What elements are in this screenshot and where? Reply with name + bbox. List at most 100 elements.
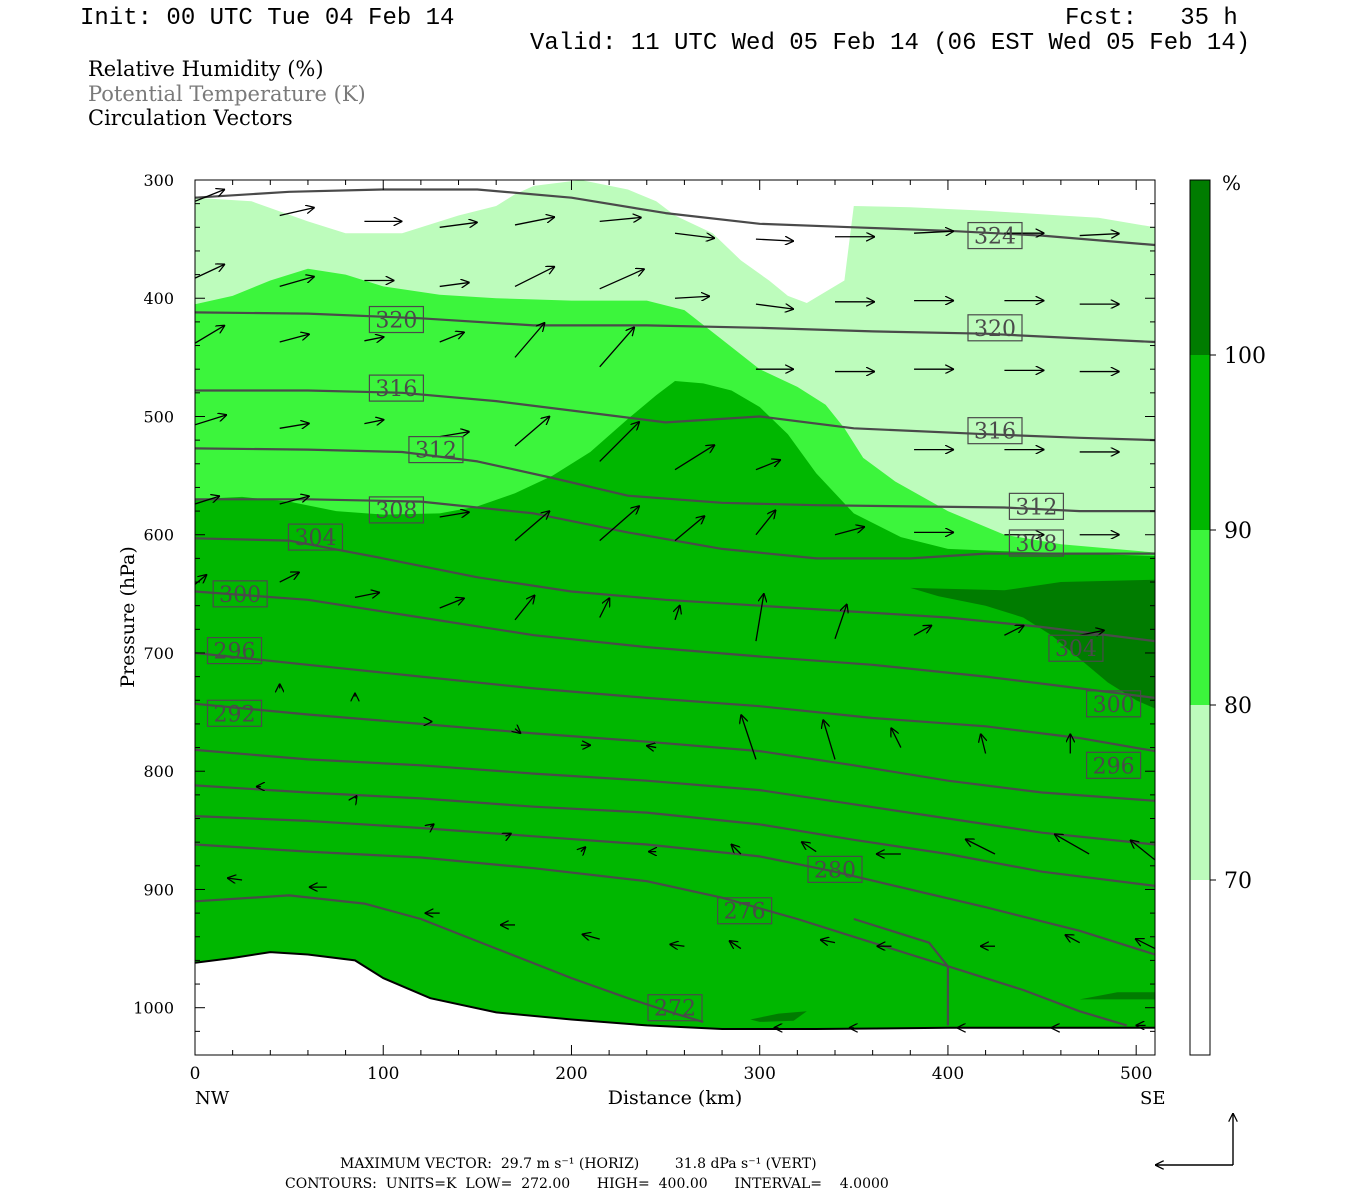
x-tick-label: 300 [743,1064,775,1084]
contour-label-292: 292 [214,702,256,727]
circulation-vector [599,598,610,618]
x-end-label-left: NW [195,1088,230,1109]
contour-label-box [967,314,1023,342]
theta-contours [195,188,1155,1027]
circulation-vector [1004,625,1024,636]
contour-label-box [368,374,425,402]
contour-label-box [717,897,773,925]
contour-label-box [206,699,263,727]
circulation-vector [599,327,635,368]
circulation-vector [227,878,243,880]
contour-label-276: 276 [724,900,766,925]
contour-label-box [1085,690,1142,718]
circulation-vector [506,833,512,836]
circulation-vector [1130,840,1155,861]
contour-label-box [368,496,425,524]
contour-label-312: 312 [415,439,457,464]
colorbar-unit: % [1222,171,1241,195]
theta-contour-316-2 [195,389,1155,442]
circulation-vector [514,322,545,358]
contour-label-300: 300 [1093,693,1135,718]
circulation-vector [195,415,227,426]
y-tick-label: 600 [143,526,174,545]
contour-label-312: 312 [1015,495,1057,520]
contour-label-304: 304 [294,526,336,551]
circulation-vector [674,296,710,298]
theta-contour-292-8 [195,702,1155,802]
y-tick-label: 900 [143,880,174,899]
contour-label-box [368,305,425,334]
contour-label-box [1048,634,1104,662]
contour-label-320: 320 [375,309,417,334]
circulation-vector [675,605,680,621]
axes: 300 400 500 600 700 800 900 1000 0 100 200 300 400 50… [117,171,1165,1109]
circulation-vector [823,719,836,760]
circulation-vector [439,332,465,343]
circulation-vector [355,795,357,798]
colorbar-label: 80 [1224,694,1252,719]
rh-shading [195,180,1155,1055]
circulation-vector [1054,834,1090,855]
rh-band-90-2 [195,381,1155,1055]
contour-label-box [967,221,1023,250]
forecast-hour: Fcst: 35 h [1065,5,1238,32]
contour-label-box [1008,529,1065,557]
circulation-vector [279,572,300,583]
contour-label-308: 308 [1015,532,1057,557]
circulation-vector [646,746,657,748]
contour-label-box [287,523,344,551]
terrain [195,951,1155,1055]
circulation-vector [195,264,225,279]
contour-label-box [212,580,268,608]
contour-label-box [1085,751,1142,779]
colorbar-segment [1190,180,1210,355]
theta-contour-320-1 [195,311,1155,344]
colorbar-frame [1189,179,1211,1056]
circulation-vector [914,231,954,233]
theta-contour-272-13 [195,894,704,1023]
circulation-vector [729,941,742,949]
colorbar-segment [1190,355,1210,530]
circulation-vector [834,604,847,639]
colorbar-segment [1190,880,1210,1055]
legend-vectors: Circulation Vectors [88,106,293,130]
circulation-vector [439,598,465,609]
contour-label-272: 272 [654,997,696,1022]
circulation-vector [801,842,817,853]
circulation-vector [582,934,600,939]
colorbar-segment [1190,530,1210,705]
x-tick-label: 400 [932,1064,964,1084]
circulation-vector [195,189,225,202]
circulation-vector [514,595,535,621]
circulation-vector [674,516,705,542]
rh-band-100-5 [750,1011,807,1022]
circulation-vector [514,416,550,447]
circulation-vector [755,510,776,536]
x-end-label-right: SE [1140,1088,1165,1109]
circulation-vector [439,432,470,437]
theta-contour-276-12 [195,843,1128,1027]
circulation-vector [820,940,836,943]
x-tick-label: 0 [190,1064,201,1084]
circulation-vector [279,423,310,428]
valid-time: Valid: 11 UTC Wed 05 Feb 14 (06 EST Wed … [530,30,1251,57]
theta-contour-324-0 [195,188,1155,247]
y-tick-label: 700 [143,644,174,663]
circulation-vector [981,733,986,754]
circulation-vector [755,593,764,642]
contour-label-296: 296 [1093,754,1135,779]
y-tick-label: 400 [143,289,174,308]
plot-frame [194,179,1156,1056]
y-tick-label: 1000 [133,999,174,1018]
circulation-vector [279,276,315,288]
contour-label-296: 296 [214,640,256,665]
circulation-vector [364,420,384,424]
contour-label-300: 300 [219,583,261,608]
colorbar-label: 90 [1224,519,1252,544]
circulation-vector [1135,939,1155,950]
theta-contour-280-11 [195,815,1155,956]
circulation-vector [354,592,380,597]
contour-label-320: 320 [974,317,1016,342]
x-tick-label: 500 [1120,1064,1152,1084]
